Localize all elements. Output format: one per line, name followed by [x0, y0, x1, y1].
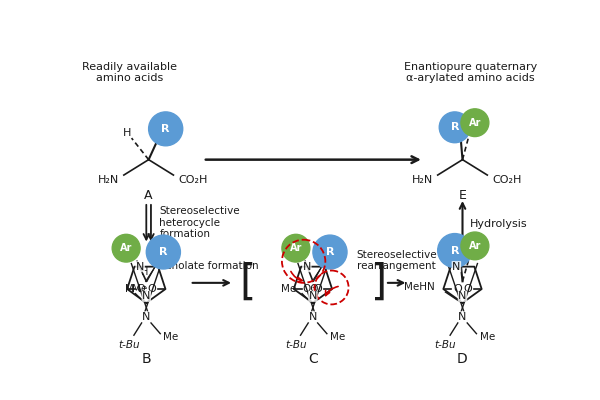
Text: Ar: Ar: [290, 243, 302, 253]
Text: Stereoselective
rearrangement: Stereoselective rearrangement: [356, 250, 437, 271]
Text: Me: Me: [330, 332, 345, 342]
Text: M: M: [125, 284, 134, 294]
Text: O: O: [453, 284, 461, 294]
Text: Hydrolysis: Hydrolysis: [470, 218, 528, 228]
Text: H: H: [123, 128, 131, 138]
Text: O: O: [147, 284, 156, 294]
Text: t-Bu: t-Bu: [285, 340, 307, 350]
Text: N: N: [452, 262, 461, 272]
Text: O: O: [463, 284, 472, 294]
Text: R: R: [451, 122, 459, 132]
Circle shape: [313, 235, 347, 269]
Text: R: R: [159, 247, 167, 257]
Text: C: C: [308, 352, 318, 366]
Text: N: N: [309, 312, 317, 322]
Text: Me: Me: [133, 284, 148, 294]
Text: O: O: [137, 284, 145, 294]
Text: N: N: [136, 262, 145, 272]
Text: N: N: [302, 262, 311, 272]
Circle shape: [439, 112, 470, 143]
Text: D: D: [457, 352, 468, 366]
Circle shape: [146, 235, 181, 269]
Circle shape: [149, 112, 183, 146]
Text: N: N: [142, 312, 151, 322]
Circle shape: [112, 234, 140, 262]
Text: Me: Me: [479, 332, 495, 342]
Text: t-Bu: t-Bu: [434, 340, 456, 350]
Text: Enolate formation: Enolate formation: [164, 261, 258, 271]
Text: Me: Me: [281, 284, 296, 294]
Text: E: E: [458, 189, 466, 202]
Text: [: [: [239, 262, 255, 304]
Text: Ar: Ar: [469, 118, 481, 128]
Text: O: O: [314, 284, 323, 294]
Text: N: N: [458, 312, 467, 322]
Text: Me: Me: [163, 332, 179, 342]
Text: H₂N: H₂N: [412, 175, 433, 185]
Circle shape: [461, 109, 489, 136]
Text: Readily available
amino acids: Readily available amino acids: [82, 62, 177, 84]
Text: N: N: [309, 291, 317, 301]
Text: R: R: [161, 124, 170, 134]
Text: Ar: Ar: [469, 241, 481, 251]
Text: CO₂H: CO₂H: [178, 175, 208, 185]
Circle shape: [282, 234, 310, 262]
Text: Stereoselective
heterocycle
formation: Stereoselective heterocycle formation: [160, 206, 240, 239]
Text: N: N: [142, 291, 151, 301]
Text: B: B: [142, 352, 151, 366]
Text: H: H: [141, 267, 148, 277]
Circle shape: [461, 232, 489, 260]
Text: Enantiopure quaternary
α-arylated amino acids: Enantiopure quaternary α-arylated amino …: [404, 62, 537, 84]
Text: R: R: [451, 246, 459, 256]
Text: H₂N: H₂N: [98, 175, 119, 185]
Text: t-Bu: t-Bu: [118, 340, 140, 350]
Text: CO₂H: CO₂H: [492, 175, 521, 185]
Text: R: R: [326, 247, 334, 257]
Text: ]: ]: [371, 262, 387, 304]
Circle shape: [438, 234, 472, 268]
Text: OΘ: OΘ: [302, 284, 319, 294]
Text: A: A: [145, 189, 153, 202]
Text: Ar: Ar: [120, 243, 133, 253]
Text: MeHN: MeHN: [404, 282, 434, 292]
Text: N: N: [458, 291, 467, 301]
